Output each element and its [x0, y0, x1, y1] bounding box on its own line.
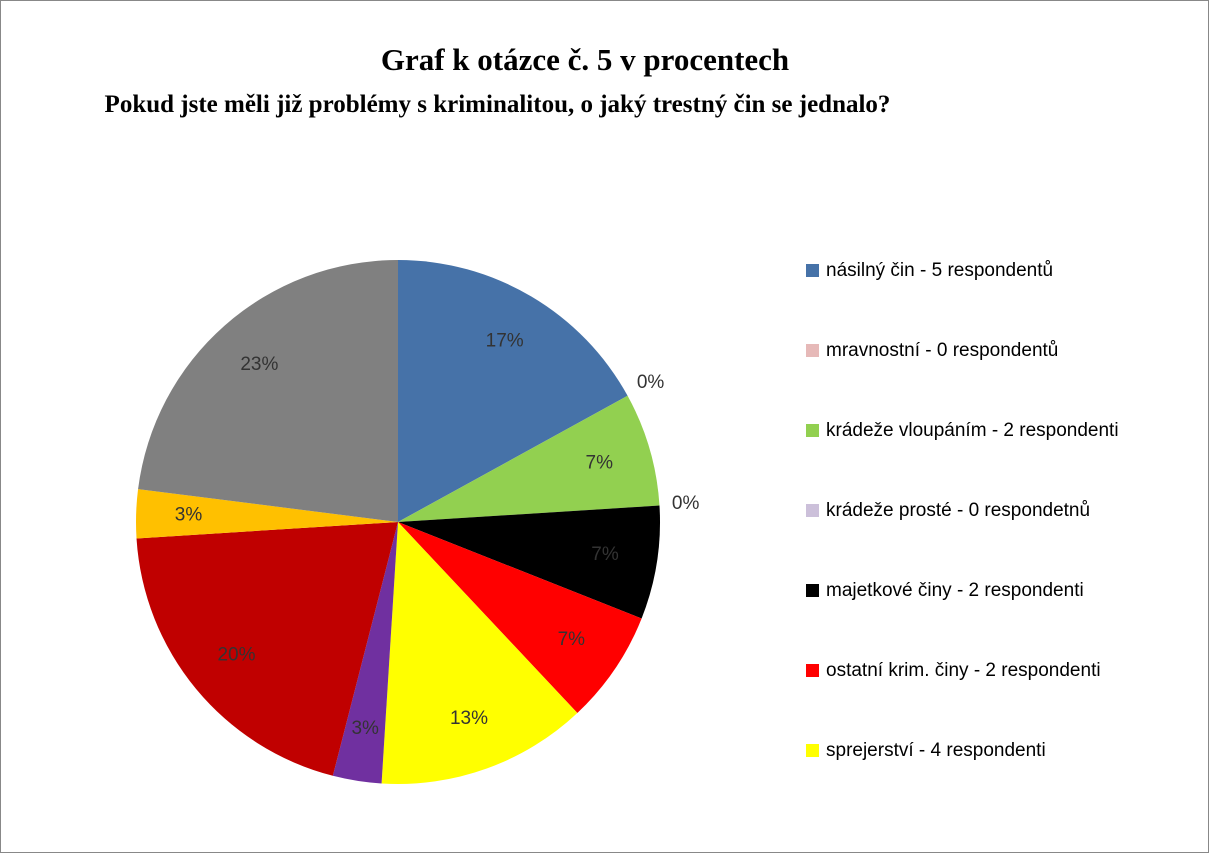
data-label: 0% — [672, 493, 700, 514]
pie-slice — [135, 489, 398, 539]
legend-label: mravnostní - 0 respondentů — [826, 340, 1059, 361]
data-label: 13% — [450, 708, 488, 729]
data-label: 17% — [486, 331, 524, 352]
legend-item: krádeže prosté - 0 respondetnů — [806, 494, 1196, 574]
pie-slice — [398, 505, 660, 619]
pie-slice — [138, 260, 398, 522]
legend-swatch — [806, 504, 819, 517]
legend-swatch — [806, 264, 819, 277]
legend-swatch — [806, 744, 819, 757]
legend-item: krádeže vloupáním - 2 respondenti — [806, 414, 1196, 494]
legend-label: sprejerství - 4 respondenti — [826, 740, 1046, 761]
pie-slice — [398, 395, 660, 522]
legend-item: ostatní krim. činy - 2 respondenti — [806, 654, 1196, 734]
data-label: 20% — [217, 645, 255, 666]
legend-label: ostatní krim. činy - 2 respondenti — [826, 660, 1101, 681]
legend-item: sprejerství - 4 respondenti — [806, 734, 1196, 814]
legend-item: násilný čin - 5 respondentů — [806, 254, 1196, 334]
data-label: 7% — [591, 544, 619, 565]
legend-label: krádeže vloupáním - 2 respondenti — [826, 420, 1119, 441]
pie-slice — [381, 522, 578, 784]
legend: násilný čin - 5 respondentů mravnostní - … — [806, 254, 1196, 814]
data-label: 7% — [558, 629, 586, 650]
data-label: 3% — [351, 718, 379, 739]
data-label: 3% — [175, 504, 203, 525]
data-label: 23% — [240, 354, 278, 375]
legend-label: krádeže prosté - 0 respondetnů — [826, 500, 1091, 521]
chart-title: Graf k otázce č. 5 v procentech — [380, 42, 790, 77]
legend-label: násilný čin - 5 respondentů — [826, 260, 1054, 281]
pie-slice — [398, 522, 642, 713]
chart-subtitle: Pokud jste měli již problémy s kriminali… — [104, 91, 891, 118]
legend-item: mravnostní - 0 respondentů — [806, 334, 1196, 414]
pie-slice — [332, 522, 398, 784]
data-label: 0% — [637, 372, 665, 393]
legend-swatch — [806, 344, 819, 357]
legend-label: majetkové činy - 2 respondenti — [826, 580, 1084, 601]
pie-slice — [398, 260, 628, 522]
legend-swatch — [806, 664, 819, 677]
pie-slice — [136, 522, 398, 776]
legend-swatch — [806, 584, 819, 597]
legend-swatch — [806, 424, 819, 437]
legend-item: majetkové činy - 2 respondenti — [806, 574, 1196, 654]
data-label: 7% — [586, 453, 614, 474]
